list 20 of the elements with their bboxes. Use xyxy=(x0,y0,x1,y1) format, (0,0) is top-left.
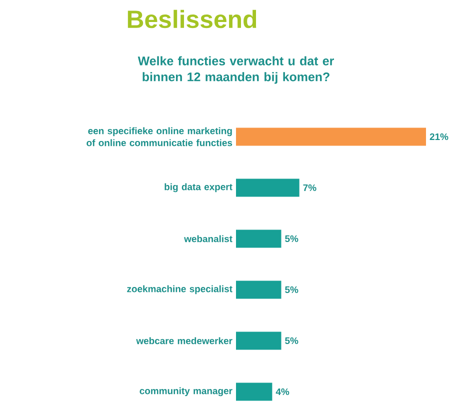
y-tick-label: een specifieke online marketing of online communicatie functies xyxy=(86,127,232,146)
bar xyxy=(236,332,282,350)
y-tick-label: zoekmachine specialist xyxy=(127,285,232,294)
data-label: 21% xyxy=(430,133,448,140)
bar xyxy=(236,280,282,299)
data-label: 5% xyxy=(285,235,298,242)
y-tick-label: community manager xyxy=(140,387,232,396)
bar xyxy=(236,178,300,197)
data-label: 5% xyxy=(285,286,298,294)
bar xyxy=(236,382,272,401)
chart-subtitle: Welke functies verwacht u dat er binnen 12 maanden bij komen? xyxy=(138,56,334,84)
y-tick-label: webcare medewerker xyxy=(136,337,232,344)
chart-title: Beslissend xyxy=(128,10,256,28)
y-tick-label: big data expert xyxy=(164,183,232,192)
bar xyxy=(236,230,282,248)
y-tick-label: webanalist xyxy=(184,235,232,242)
bar xyxy=(236,128,426,146)
data-label: 7% xyxy=(303,184,316,192)
data-label: 5% xyxy=(285,337,298,344)
data-label: 4% xyxy=(276,388,290,396)
